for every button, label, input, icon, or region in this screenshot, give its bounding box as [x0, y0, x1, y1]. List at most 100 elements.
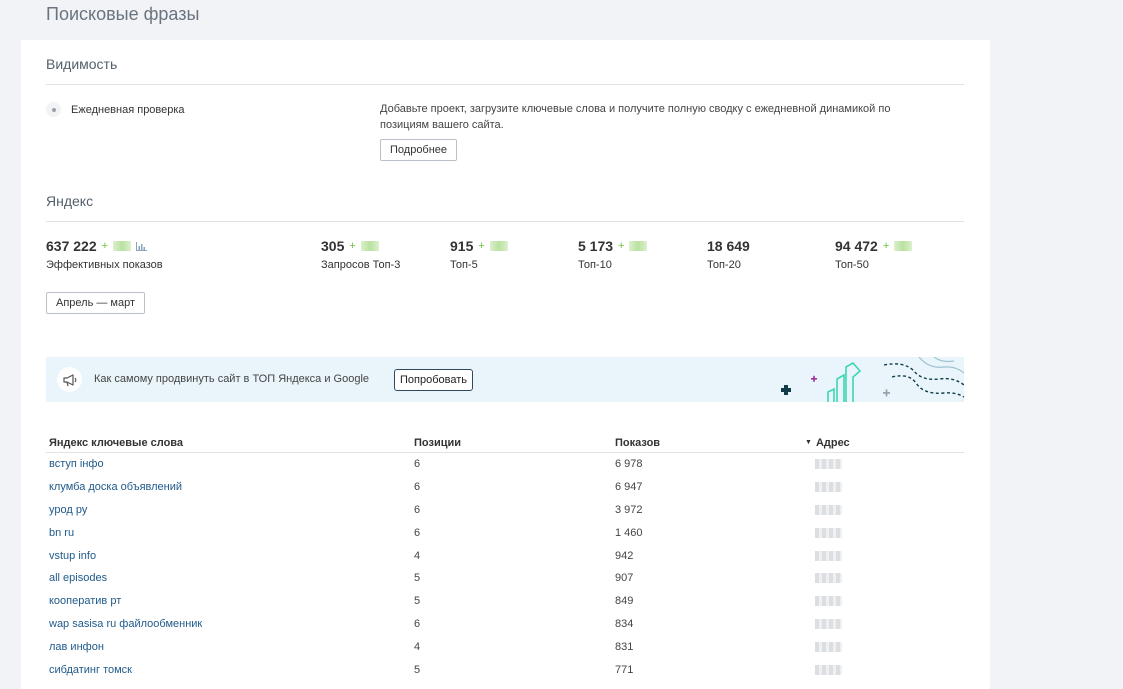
stat-value: 5 173	[578, 238, 614, 254]
position-cell: 6	[414, 503, 421, 516]
position-cell: 5	[414, 572, 421, 585]
address-blurred[interactable]	[815, 596, 842, 607]
table-row: урод ру 6 3 972	[46, 499, 964, 522]
shows-cell: 849	[615, 595, 634, 608]
address-blurred[interactable]	[815, 618, 842, 629]
address-blurred[interactable]	[815, 664, 842, 675]
bar-chart-icon[interactable]	[136, 241, 148, 251]
stat-top3: 305 + Запросов Топ-3	[321, 238, 400, 271]
shows-cell: 771	[615, 663, 634, 676]
stat-value: 94 472	[835, 238, 878, 254]
keyword-link[interactable]: вступ інфо	[49, 458, 104, 471]
shows-cell: 1 460	[615, 526, 643, 539]
stat-effective-shows: 637 222 + Эффективных показов	[46, 238, 163, 271]
table-header: Яндекс ключевые слова Позиции Показов ▼ …	[46, 433, 964, 453]
stat-label: Топ-20	[707, 259, 741, 271]
stat-value: 305	[321, 238, 345, 254]
keyword-link[interactable]: урод ру	[49, 503, 88, 516]
keyword-link[interactable]: wap sasisa ru файлообменник	[49, 617, 203, 630]
stat-delta-blur	[894, 241, 913, 251]
position-cell: 4	[414, 640, 421, 653]
sort-caret-icon: ▼	[805, 439, 812, 446]
stat-top50: 94 472 + Топ-50	[835, 238, 913, 271]
yandex-stats: 637 222 + Эффективных показов 305 + Запр…	[46, 238, 964, 278]
radio-icon[interactable]	[46, 102, 61, 117]
keyword-link[interactable]: кооператив рт	[49, 595, 122, 608]
banner-decoration	[781, 357, 964, 402]
stat-top5: 915 + Топ-5	[450, 238, 508, 271]
position-cell: 6	[414, 526, 421, 539]
keyword-link[interactable]: all episodes	[49, 572, 108, 585]
stat-label: Топ-10	[578, 259, 612, 271]
address-blurred[interactable]	[815, 527, 842, 538]
banner-text: Как самому продвинуть сайт в ТОП Яндекса…	[94, 373, 370, 385]
position-cell: 5	[414, 595, 421, 608]
keyword-link[interactable]: клумба доска объявлений	[49, 481, 183, 494]
keyword-link[interactable]: лав инфон	[49, 640, 104, 653]
content-card: Видимость Ежедневная проверка Добавьте п…	[21, 40, 990, 689]
shows-cell: 6 947	[615, 481, 643, 494]
visibility-title: Видимость	[46, 56, 118, 72]
address-blurred[interactable]	[815, 459, 842, 470]
keyword-link[interactable]: vstup info	[49, 549, 97, 562]
stat-label: Эффективных показов	[46, 259, 163, 271]
stat-delta-blur	[113, 241, 132, 251]
position-cell: 6	[414, 617, 421, 630]
header-address-label: Адрес	[815, 436, 850, 449]
megaphone-icon	[57, 367, 82, 392]
header-keywords[interactable]: Яндекс ключевые слова	[49, 436, 184, 449]
stat-plus: +	[618, 240, 625, 252]
period-button[interactable]: Апрель — март	[46, 292, 146, 314]
shows-cell: 834	[615, 617, 634, 630]
stat-value: 915	[450, 238, 474, 254]
yandex-divider	[46, 221, 964, 222]
stat-top10: 5 173 + Топ-10	[578, 238, 648, 271]
more-button[interactable]: Подробнее	[380, 139, 458, 161]
stat-plus: +	[349, 240, 356, 252]
page-title: Поисковые фразы	[46, 4, 200, 24]
daily-check-label: Ежедневная проверка	[71, 103, 185, 116]
daily-check-option[interactable]: Ежедневная проверка	[46, 102, 185, 117]
stat-delta-blur	[360, 241, 379, 251]
table-row: all episodes 5 907	[46, 567, 964, 590]
stat-label: Запросов Топ-3	[321, 259, 401, 271]
header-shows[interactable]: Показов	[615, 436, 661, 449]
header-address[interactable]: ▼ Адрес	[805, 437, 964, 449]
address-blurred[interactable]	[815, 641, 842, 652]
yandex-title: Яндекс	[46, 193, 94, 209]
position-cell: 5	[414, 663, 421, 676]
stat-label: Топ-5	[450, 259, 478, 271]
stat-plus: +	[882, 240, 890, 252]
header-positions[interactable]: Позиции	[414, 436, 461, 449]
address-blurred[interactable]	[815, 482, 842, 493]
shows-cell: 942	[615, 549, 634, 562]
stat-label: Топ-50	[835, 259, 869, 271]
visibility-description: Добавьте проект, загрузите ключевые слов…	[380, 103, 891, 131]
table-row: vstup info 4 942	[46, 544, 964, 567]
table-row: сибдатинг томск 5 771	[46, 658, 964, 681]
table-row: bn ru 6 1 460	[46, 521, 964, 544]
shows-cell: 831	[615, 640, 634, 653]
table-row: лав инфон 4 831	[46, 635, 964, 658]
stat-delta-blur	[629, 241, 648, 251]
try-button[interactable]: Попробовать	[394, 369, 473, 391]
position-cell: 6	[414, 481, 421, 494]
table-row: клумба доска объявлений 6 6 947	[46, 476, 964, 499]
shows-cell: 907	[615, 572, 634, 585]
address-blurred[interactable]	[815, 573, 842, 584]
table-row: вступ інфо 6 6 978	[46, 453, 964, 476]
table-row: wap sasisa ru файлообменник 6 834	[46, 613, 964, 636]
keyword-link[interactable]: сибдатинг томск	[49, 663, 132, 676]
stat-value: 637 222	[46, 238, 97, 254]
position-cell: 4	[414, 549, 421, 562]
keyword-link[interactable]: bn ru	[49, 526, 75, 539]
position-cell: 6	[414, 458, 421, 471]
shows-cell: 6 978	[615, 458, 643, 471]
stat-delta-blur	[489, 241, 508, 251]
keywords-table: Яндекс ключевые слова Позиции Показов ▼ …	[46, 433, 964, 681]
stat-top20: 18 649 Топ-20	[707, 238, 755, 271]
table-row: кооператив рт 5 849	[46, 590, 964, 613]
address-blurred[interactable]	[815, 504, 842, 515]
stat-plus: +	[478, 240, 485, 252]
address-blurred[interactable]	[815, 550, 842, 561]
